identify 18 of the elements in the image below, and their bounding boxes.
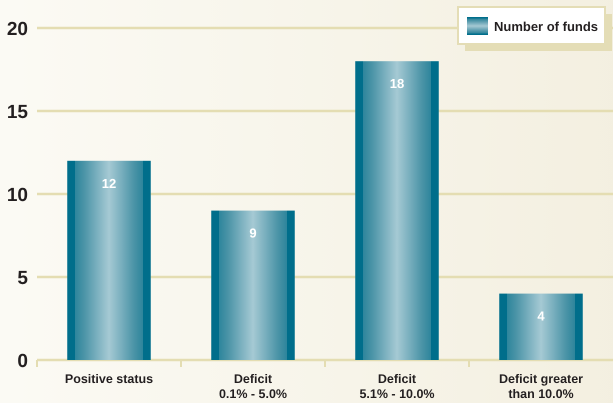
bar bbox=[355, 61, 439, 360]
y-tick-label: 0 bbox=[17, 351, 28, 372]
bar bbox=[67, 160, 151, 360]
x-tick-label: Positive status bbox=[64, 372, 154, 386]
bar bbox=[211, 210, 295, 360]
data-label: 18 bbox=[390, 76, 404, 92]
x-tick-label: Deficit 0.1% - 5.0% bbox=[218, 372, 288, 401]
data-label: 4 bbox=[537, 308, 546, 324]
legend-label: Number of funds bbox=[494, 19, 598, 34]
y-tick-label: 10 bbox=[6, 185, 28, 206]
y-tick-label: 15 bbox=[6, 102, 28, 123]
x-tick-label: Deficit greater than 10.0% bbox=[498, 372, 584, 401]
bar bbox=[499, 294, 583, 360]
data-label: 9 bbox=[249, 226, 257, 241]
x-tick-label: Deficit 5.1% - 10.0% bbox=[359, 372, 435, 401]
y-tick-label: 5 bbox=[17, 268, 28, 289]
data-label: 12 bbox=[102, 176, 116, 191]
y-tick-label: 20 bbox=[6, 19, 28, 40]
